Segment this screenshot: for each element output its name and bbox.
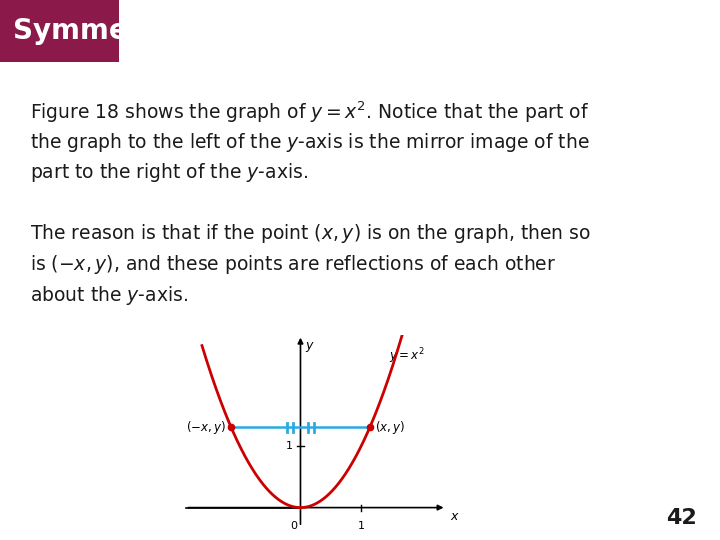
Text: Symmetry: Symmetry (13, 17, 173, 45)
Text: $y = x^2$: $y = x^2$ (389, 347, 424, 366)
Text: $(-x, y)$: $(-x, y)$ (186, 419, 226, 436)
Bar (0, 0, 119, 62)
Text: $x$: $x$ (450, 510, 460, 523)
Text: 1: 1 (286, 441, 293, 451)
Text: part to the right of the $y$-axis.: part to the right of the $y$-axis. (30, 161, 308, 185)
Text: the graph to the left of the $y$-axis is the mirror image of the: the graph to the left of the $y$-axis is… (30, 131, 590, 154)
Text: 42: 42 (666, 508, 697, 528)
Text: $y$: $y$ (305, 340, 315, 354)
Text: $(x, y)$: $(x, y)$ (374, 419, 405, 436)
Text: about the $y$-axis.: about the $y$-axis. (30, 284, 189, 307)
Text: Figure 18 shows the graph of $y = x^2$. Notice that the part of: Figure 18 shows the graph of $y = x^2$. … (30, 100, 589, 125)
Text: 1: 1 (358, 521, 365, 531)
Text: is $(-x, y)$, and these points are reflections of each other: is $(-x, y)$, and these points are refle… (30, 253, 557, 276)
Text: The reason is that if the point $(x, y)$ is on the graph, then so: The reason is that if the point $(x, y)$… (30, 222, 591, 245)
Text: 0: 0 (290, 521, 297, 531)
